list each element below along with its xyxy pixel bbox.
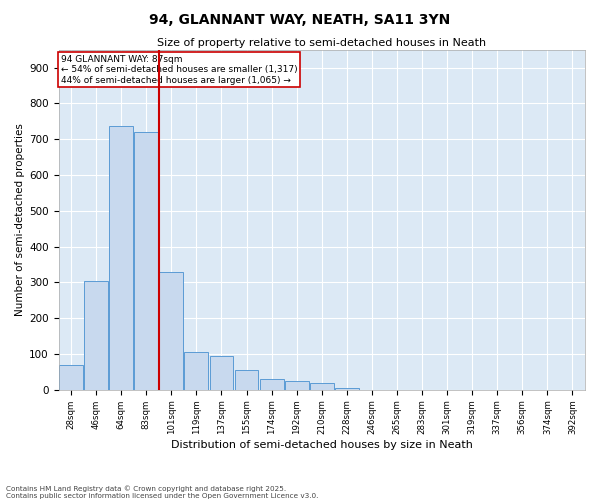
Bar [84,280,108,390]
X-axis label: Distribution of semi-detached houses by size in Neath: Distribution of semi-detached houses by … [171,440,473,450]
Bar [184,352,208,390]
Bar [260,379,284,390]
Bar [335,388,359,390]
Bar [109,126,133,390]
Bar [310,384,334,390]
Y-axis label: Number of semi-detached properties: Number of semi-detached properties [15,124,25,316]
Bar [285,381,308,390]
Bar [209,356,233,390]
Bar [160,272,183,390]
Text: 94 GLANNANT WAY: 87sqm
← 54% of semi-detached houses are smaller (1,317)
44% of : 94 GLANNANT WAY: 87sqm ← 54% of semi-det… [61,55,298,84]
Title: Size of property relative to semi-detached houses in Neath: Size of property relative to semi-detach… [157,38,487,48]
Bar [235,370,259,390]
Bar [134,132,158,390]
Text: 94, GLANNANT WAY, NEATH, SA11 3YN: 94, GLANNANT WAY, NEATH, SA11 3YN [149,12,451,26]
Bar [59,366,83,390]
Text: Contains HM Land Registry data © Crown copyright and database right 2025.
Contai: Contains HM Land Registry data © Crown c… [6,486,319,499]
